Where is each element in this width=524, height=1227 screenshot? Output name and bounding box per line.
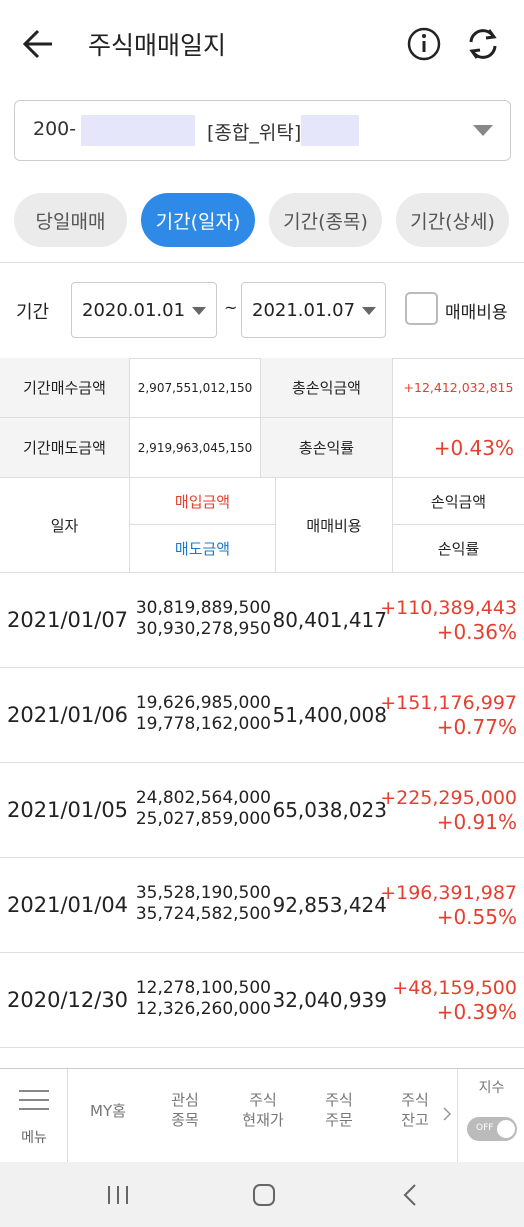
system-nav [0,1162,524,1227]
buy-amount: 24,802,564,000 [135,788,271,808]
title: 주식매매일지 [88,31,227,60]
end-date[interactable]: 2021.01.07 [241,282,386,338]
pnl-amount: +196,391,987 [380,882,517,904]
cost: 51,400,008 [272,703,387,727]
header-rate: 손익률 [393,525,524,573]
back-nav[interactable] [402,1183,418,1207]
info-button[interactable] [407,26,441,62]
nav-label: 주식 [249,1091,277,1109]
tab[interactable]: 기간(일자) [141,193,255,247]
tab[interactable]: 기간(종목) [269,193,382,247]
nav-label: 종목 [171,1111,199,1129]
cost: 32,040,939 [272,988,387,1012]
date: 2021/01/07 [7,608,129,632]
header-cost: 매매비용 [276,478,393,573]
end-date-text: 2021.01.07 [252,299,356,321]
nav-label: 관심 [171,1091,199,1109]
nav-label: 주식 [325,1091,353,1109]
start-date-text: 2020.01.01 [82,299,186,321]
summary-value: 2,919,963,045,150 [130,418,261,478]
start-date[interactable]: 2020.01.01 [71,282,217,338]
checkbox-label: 매매비용 [445,303,508,323]
header-buy: 매입금액 [130,478,276,525]
cost: 80,401,417 [272,608,387,632]
account-prefix: 200- [33,118,77,140]
tab[interactable]: 당일매매 [14,193,127,247]
toggle-label: OFF [476,1123,494,1133]
refresh-button[interactable] [465,26,501,62]
buy-amount: 12,278,100,500 [135,978,271,998]
nav-label: 잔고 [401,1111,429,1129]
pnl-rate: +0.36% [436,620,517,644]
back-button[interactable] [22,26,56,62]
table-row: 2021/01/06 19,626,985,000 19,778,162,000 51… [0,668,524,763]
summary-label: 총손익률 [261,418,393,478]
checkbox[interactable] [405,292,438,325]
index-panel: 지수 OFF [457,1069,524,1162]
header-pnl: 손익금액 [393,478,524,525]
sell-amount: 25,027,859,000 [135,809,271,829]
buy-amount: 35,528,190,500 [135,883,271,903]
cost: 92,853,424 [272,893,387,917]
index-label: 지수 [478,1080,505,1096]
header-sell: 매도금액 [130,525,276,573]
menu-button[interactable]: 메뉴 [0,1069,68,1162]
table-row: 2021/01/04 35,528,190,500 35,724,582,500 92… [0,858,524,953]
filter-label: 기간 [16,302,50,323]
buy-amount: 19,626,985,000 [135,693,271,713]
table-row: 2020/12/30 12,278,100,500 12,326,260,000 32… [0,953,524,1048]
pnl-rate: +0.39% [436,1000,517,1024]
recent-apps[interactable] [106,1184,130,1206]
tab[interactable]: 기간(상세) [396,193,509,247]
home-button[interactable] [252,1183,276,1207]
pnl-rate: +0.91% [436,810,517,834]
buy-amount: 30,819,889,500 [135,598,271,618]
account-select[interactable]: 200- [종합_위탁] [14,100,511,161]
nav-label: 주문 [325,1111,353,1129]
date: 2020/12/30 [7,988,129,1012]
toggle[interactable]: OFF [467,1117,517,1141]
pnl-amount: +151,176,997 [380,692,517,714]
sell-amount: 30,930,278,950 [135,619,271,639]
pnl-rate: +0.77% [436,715,517,739]
summary-value: 2,907,551,012,150 [130,358,261,418]
date: 2021/01/05 [7,798,129,822]
pnl-amount: +110,389,443 [380,597,517,619]
sell-amount: 12,326,260,000 [135,999,271,1019]
summary-label: 총손익금액 [261,358,393,418]
sell-amount: 19,778,162,000 [135,714,271,734]
summary-label: 기간매도금액 [0,418,130,478]
summary-value: +12,412,032,815 [393,358,524,418]
date: 2021/01/06 [7,703,129,727]
separator: ~ [224,298,238,317]
nav-label: MY홈 [90,1102,126,1120]
nav-label: 주식 [401,1091,429,1109]
pnl-amount: +48,159,500 [392,977,517,999]
table-row: 2021/01/05 24,802,564,000 25,027,859,000 65… [0,763,524,858]
date: 2021/01/04 [7,893,129,917]
account-type: [종합_위탁] [207,122,302,144]
nav-label: 메뉴 [21,1130,47,1146]
summary-value: +0.43% [393,418,524,478]
cost: 65,038,023 [272,798,387,822]
sell-amount: 35,724,582,500 [135,904,271,924]
pnl-amount: +225,295,000 [380,787,517,809]
nav-item[interactable]: MY홈 [80,1101,136,1121]
header-date: 일자 [0,478,130,573]
summary-label: 기간매수금액 [0,358,130,418]
nav-label: 현재가 [242,1111,284,1129]
table-row: 2021/01/07 30,819,889,500 30,930,278,950 80… [0,573,524,668]
pnl-rate: +0.55% [436,905,517,929]
